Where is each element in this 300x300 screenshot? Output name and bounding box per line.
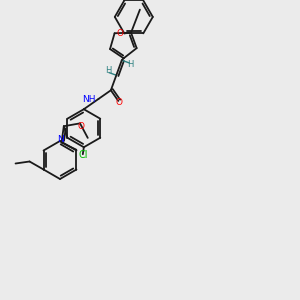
Text: NH: NH xyxy=(82,94,96,103)
Text: O: O xyxy=(77,122,85,131)
Text: H: H xyxy=(127,61,134,70)
Text: Cl: Cl xyxy=(78,150,88,160)
Text: N: N xyxy=(57,135,64,144)
Text: O: O xyxy=(116,98,123,107)
Text: H: H xyxy=(106,66,112,75)
Text: O: O xyxy=(116,29,123,38)
